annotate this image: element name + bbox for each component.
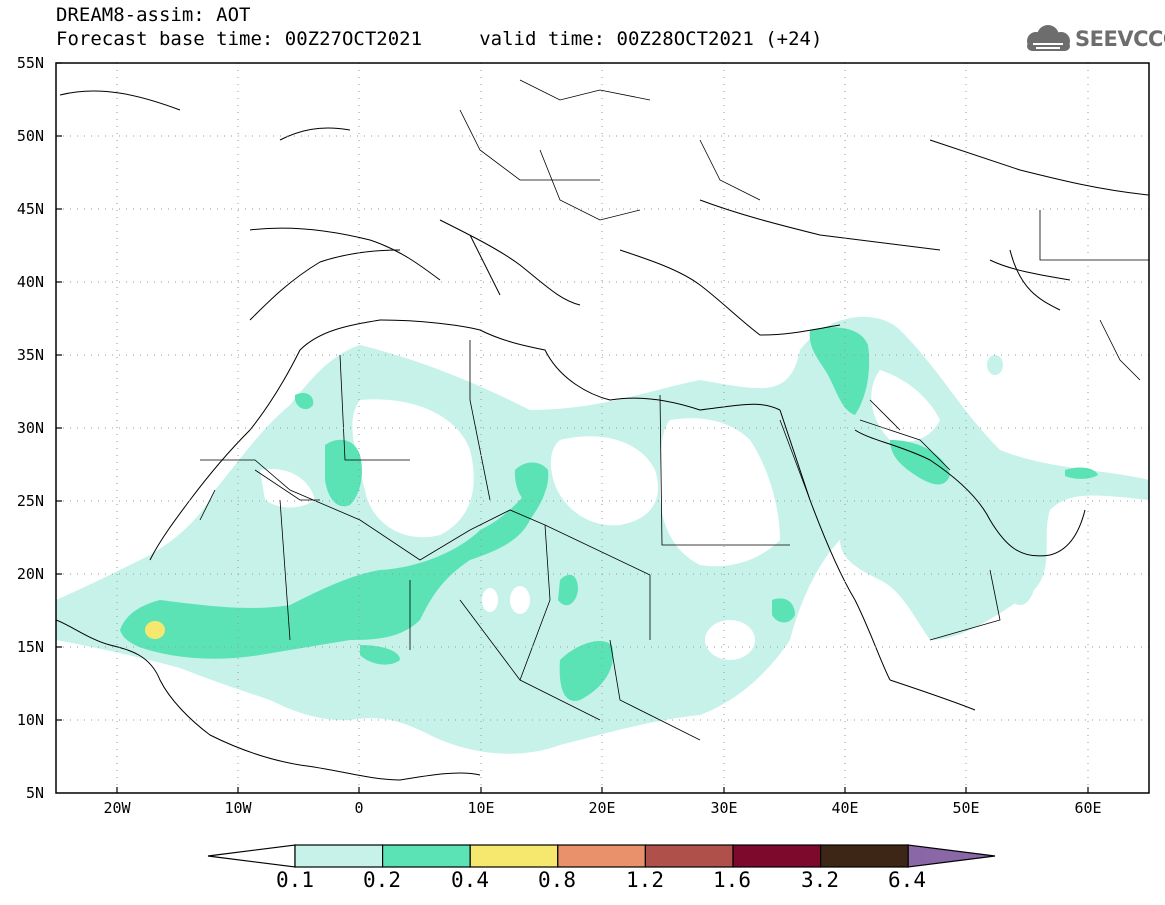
map-subtitle-times: Forecast base time: 00Z27OCT2021 valid t… [56,28,823,50]
lon-label: 40E [831,799,859,817]
lat-label: 10N [16,711,44,729]
lon-label: 60E [1074,799,1102,817]
lon-label: 10W [224,799,252,817]
colorbar-label: 0.1 [276,868,314,892]
colorbar-under-triangle [207,844,296,868]
lon-label: 0 [354,799,364,817]
colorbar-box [557,844,646,868]
lon-label: 30E [710,799,738,817]
colorbar-label: 0.2 [363,868,401,892]
aot-level-0.2 [120,327,1098,701]
lat-label: 55N [16,54,44,72]
colorbar-label: 1.6 [713,868,751,892]
colorbar-box [819,844,909,868]
coastlines [56,90,1149,781]
colorbar-label: 0.8 [538,868,576,892]
lat-label: 30N [16,419,44,437]
cloud-icon [1027,25,1070,51]
country-borders [199,79,1149,741]
lon-label: 50E [952,799,980,817]
lon-label: 20E [588,799,616,817]
lat-label: 50N [16,127,44,145]
axis-ticks [56,62,1089,793]
graticule [56,63,1149,793]
colorbar-box [732,844,822,868]
lon-label: 20W [103,799,131,817]
map-title: DREAM8-assim: AOT [56,4,251,26]
lat-label: 5N [25,784,44,802]
colorbar-over-triangle [907,844,996,868]
colorbar-box [469,844,559,868]
lon-label: 10E [467,799,495,817]
colorbar-label: 1.2 [626,868,664,892]
colorbar-label: 0.4 [451,868,489,892]
colorbar-box [382,844,471,868]
logo-text: SEEVCCC [1075,27,1165,51]
lat-label: 20N [16,565,44,583]
lat-label: 35N [16,346,44,364]
lat-label: 25N [16,492,44,510]
lat-label: 40N [16,273,44,291]
aot-level-0.1 [56,316,1149,754]
lat-label: 45N [16,200,44,218]
colorbar-label: 3.2 [801,868,839,892]
colorbar-label: 6.4 [888,868,926,892]
lat-label: 15N [16,638,44,656]
colorbar-box [644,844,734,868]
colorbar-box [294,844,384,868]
aot-level-0.4 [145,621,165,639]
